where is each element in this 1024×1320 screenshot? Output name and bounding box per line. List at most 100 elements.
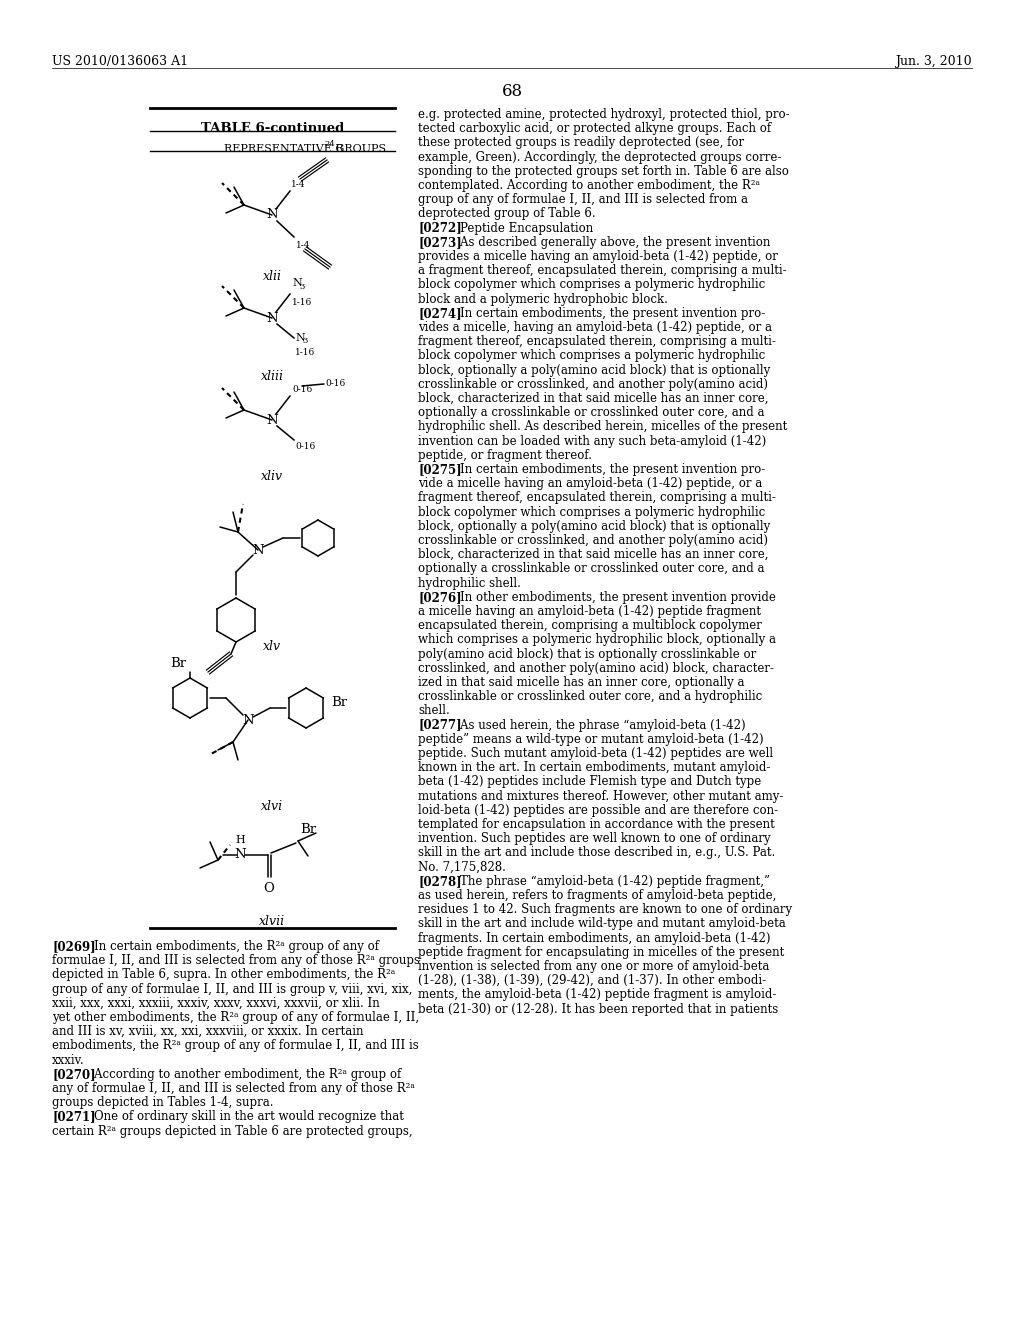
Text: mutations and mixtures thereof. However, other mutant amy-: mutations and mixtures thereof. However,… — [418, 789, 783, 803]
Text: [0271]: [0271] — [52, 1110, 95, 1123]
Text: beta (21-30) or (12-28). It has been reported that in patients: beta (21-30) or (12-28). It has been rep… — [418, 1003, 778, 1015]
Text: 0-16: 0-16 — [325, 380, 345, 388]
Text: xlv: xlv — [263, 640, 282, 653]
Text: 0-16: 0-16 — [292, 385, 312, 393]
Text: crosslinkable or crosslinked, and another poly(amino acid): crosslinkable or crosslinked, and anothe… — [418, 378, 768, 391]
Text: residues 1 to 42. Such fragments are known to one of ordinary: residues 1 to 42. Such fragments are kno… — [418, 903, 793, 916]
Text: 24: 24 — [325, 140, 335, 148]
Text: N: N — [266, 312, 278, 325]
Text: block, optionally a poly(amino acid block) that is optionally: block, optionally a poly(amino acid bloc… — [418, 363, 770, 376]
Text: optionally a crosslinkable or crosslinked outer core, and a: optionally a crosslinkable or crosslinke… — [418, 407, 765, 420]
Text: crosslinkable or crosslinked, and another poly(amino acid): crosslinkable or crosslinked, and anothe… — [418, 535, 768, 546]
Text: tected carboxylic acid, or protected alkyne groups. Each of: tected carboxylic acid, or protected alk… — [418, 123, 771, 135]
Text: any of formulae I, II, and III is selected from any of those R²ᵃ: any of formulae I, II, and III is select… — [52, 1082, 415, 1096]
Text: O: O — [263, 882, 274, 895]
Text: skill in the art and include those described in, e.g., U.S. Pat.: skill in the art and include those descr… — [418, 846, 775, 859]
Text: sponding to the protected groups set forth in. Table 6 are also: sponding to the protected groups set for… — [418, 165, 788, 178]
Text: xlii: xlii — [263, 271, 282, 282]
Text: certain R²ᵃ groups depicted in Table 6 are protected groups,: certain R²ᵃ groups depicted in Table 6 a… — [52, 1125, 413, 1138]
Text: fragment thereof, encapsulated therein, comprising a multi-: fragment thereof, encapsulated therein, … — [418, 491, 776, 504]
Text: Jun. 3, 2010: Jun. 3, 2010 — [895, 55, 972, 69]
Text: skill in the art and include wild-type and mutant amyloid-beta: skill in the art and include wild-type a… — [418, 917, 785, 931]
Text: crosslinked, and another poly(amino acid) block, character-: crosslinked, and another poly(amino acid… — [418, 661, 774, 675]
Text: (1-28), (1-38), (1-39), (29-42), and (1-37). In other embodi-: (1-28), (1-38), (1-39), (29-42), and (1-… — [418, 974, 766, 987]
Text: 0-16: 0-16 — [295, 442, 315, 451]
Text: xlvii: xlvii — [259, 915, 286, 928]
Text: [0273]: [0273] — [418, 236, 462, 248]
Text: The phrase “amyloid-beta (1-42) peptide fragment,”: The phrase “amyloid-beta (1-42) peptide … — [444, 875, 769, 888]
Text: block, optionally a poly(amino acid block) that is optionally: block, optionally a poly(amino acid bloc… — [418, 520, 770, 533]
Text: these protected groups is readily deprotected (see, for: these protected groups is readily deprot… — [418, 136, 744, 149]
Text: [0277]: [0277] — [418, 718, 462, 731]
Text: In certain embodiments, the R²ᵃ group of any of: In certain embodiments, the R²ᵃ group of… — [79, 940, 379, 953]
Text: formulae I, II, and III is selected from any of those R²ᵃ groups: formulae I, II, and III is selected from… — [52, 954, 420, 968]
Text: 1-16: 1-16 — [295, 348, 315, 356]
Text: example, Green). Accordingly, the deprotected groups corre-: example, Green). Accordingly, the deprot… — [418, 150, 781, 164]
Text: group of any of formulae I, II, and III is group v, viii, xvi, xix,: group of any of formulae I, II, and III … — [52, 982, 413, 995]
Text: crosslinkable or crosslinked outer core, and a hydrophilic: crosslinkable or crosslinked outer core,… — [418, 690, 762, 704]
Text: N: N — [266, 209, 278, 222]
Text: vides a micelle, having an amyloid-beta (1-42) peptide, or a: vides a micelle, having an amyloid-beta … — [418, 321, 772, 334]
Text: N: N — [243, 714, 254, 726]
Text: N: N — [252, 544, 264, 557]
Text: H: H — [236, 836, 245, 845]
Text: block copolymer which comprises a polymeric hydrophilic: block copolymer which comprises a polyme… — [418, 279, 765, 292]
Text: In certain embodiments, the present invention pro-: In certain embodiments, the present inve… — [444, 463, 765, 477]
Text: block copolymer which comprises a polymeric hydrophilic: block copolymer which comprises a polyme… — [418, 506, 765, 519]
Text: invention can be loaded with any such beta-amyloid (1-42): invention can be loaded with any such be… — [418, 434, 766, 447]
Text: invention is selected from any one or more of amyloid-beta: invention is selected from any one or mo… — [418, 960, 769, 973]
Text: ized in that said micelle has an inner core, optionally a: ized in that said micelle has an inner c… — [418, 676, 744, 689]
Text: As used herein, the phrase “amyloid-beta (1-42): As used herein, the phrase “amyloid-beta… — [444, 718, 745, 731]
Text: block, characterized in that said micelle has an inner core,: block, characterized in that said micell… — [418, 392, 768, 405]
Text: Peptide Encapsulation: Peptide Encapsulation — [444, 222, 593, 235]
Text: One of ordinary skill in the art would recognize that: One of ordinary skill in the art would r… — [79, 1110, 403, 1123]
Text: as used herein, refers to fragments of amyloid-beta peptide,: as used herein, refers to fragments of a… — [418, 888, 776, 902]
Text: deprotected group of Table 6.: deprotected group of Table 6. — [418, 207, 596, 220]
Text: and III is xv, xviii, xx, xxi, xxxviii, or xxxix. In certain: and III is xv, xviii, xx, xxi, xxxviii, … — [52, 1026, 364, 1039]
Text: 1-4: 1-4 — [296, 242, 310, 249]
Text: [0278]: [0278] — [418, 875, 462, 888]
Text: block and a polymeric hydrophobic block.: block and a polymeric hydrophobic block. — [418, 293, 668, 306]
Text: beta (1-42) peptides include Flemish type and Dutch type: beta (1-42) peptides include Flemish typ… — [418, 775, 761, 788]
Text: US 2010/0136063 A1: US 2010/0136063 A1 — [52, 55, 188, 69]
Text: fragments. In certain embodiments, an amyloid-beta (1-42): fragments. In certain embodiments, an am… — [418, 932, 770, 945]
Text: shell.: shell. — [418, 705, 450, 717]
Text: known in the art. In certain embodiments, mutant amyloid-: known in the art. In certain embodiments… — [418, 762, 770, 775]
Text: GROUPS: GROUPS — [332, 144, 386, 154]
Text: hydrophilic shell. As described herein, micelles of the present: hydrophilic shell. As described herein, … — [418, 420, 787, 433]
Text: Br: Br — [331, 697, 347, 710]
Text: As described generally above, the present invention: As described generally above, the presen… — [444, 236, 770, 248]
Text: hydrophilic shell.: hydrophilic shell. — [418, 577, 521, 590]
Text: xxii, xxx, xxxi, xxxiii, xxxiv, xxxv, xxxvi, xxxvii, or xlii. In: xxii, xxx, xxxi, xxxiii, xxxiv, xxxv, xx… — [52, 997, 380, 1010]
Text: TABLE 6-continued: TABLE 6-continued — [201, 121, 344, 135]
Text: peptide. Such mutant amyloid-beta (1-42) peptides are well: peptide. Such mutant amyloid-beta (1-42)… — [418, 747, 773, 760]
Text: 3: 3 — [299, 282, 304, 290]
Text: 3: 3 — [302, 337, 307, 345]
Text: 1-16: 1-16 — [292, 298, 312, 308]
Text: [0274]: [0274] — [418, 306, 462, 319]
Text: which comprises a polymeric hydrophilic block, optionally a: which comprises a polymeric hydrophilic … — [418, 634, 776, 647]
Text: [0272]: [0272] — [418, 222, 462, 235]
Text: [0276]: [0276] — [418, 591, 462, 603]
Text: REPRESENTATIVE R: REPRESENTATIVE R — [224, 144, 344, 154]
Text: peptide” means a wild-type or mutant amyloid-beta (1-42): peptide” means a wild-type or mutant amy… — [418, 733, 764, 746]
Text: invention. Such peptides are well known to one of ordinary: invention. Such peptides are well known … — [418, 832, 771, 845]
Text: block, characterized in that said micelle has an inner core,: block, characterized in that said micell… — [418, 548, 768, 561]
Text: [0275]: [0275] — [418, 463, 462, 477]
Text: According to another embodiment, the R²ᵃ group of: According to another embodiment, the R²ᵃ… — [79, 1068, 400, 1081]
Text: In certain embodiments, the present invention pro-: In certain embodiments, the present inve… — [444, 306, 765, 319]
Text: N: N — [292, 279, 302, 288]
Text: embodiments, the R²ᵃ group of any of formulae I, II, and III is: embodiments, the R²ᵃ group of any of for… — [52, 1039, 419, 1052]
Text: Br: Br — [300, 822, 316, 836]
Text: xlvi: xlvi — [261, 800, 284, 813]
Text: group of any of formulae I, II, and III is selected from a: group of any of formulae I, II, and III … — [418, 193, 748, 206]
Text: templated for encapsulation in accordance with the present: templated for encapsulation in accordanc… — [418, 818, 775, 832]
Text: peptide, or fragment thereof.: peptide, or fragment thereof. — [418, 449, 592, 462]
Text: xliii: xliii — [261, 370, 284, 383]
Text: block copolymer which comprises a polymeric hydrophilic: block copolymer which comprises a polyme… — [418, 350, 765, 363]
Text: [0270]: [0270] — [52, 1068, 95, 1081]
Text: e.g. protected amine, protected hydroxyl, protected thiol, pro-: e.g. protected amine, protected hydroxyl… — [418, 108, 790, 121]
Text: N: N — [295, 333, 305, 343]
Text: fragment thereof, encapsulated therein, comprising a multi-: fragment thereof, encapsulated therein, … — [418, 335, 776, 348]
Text: N: N — [234, 849, 246, 862]
